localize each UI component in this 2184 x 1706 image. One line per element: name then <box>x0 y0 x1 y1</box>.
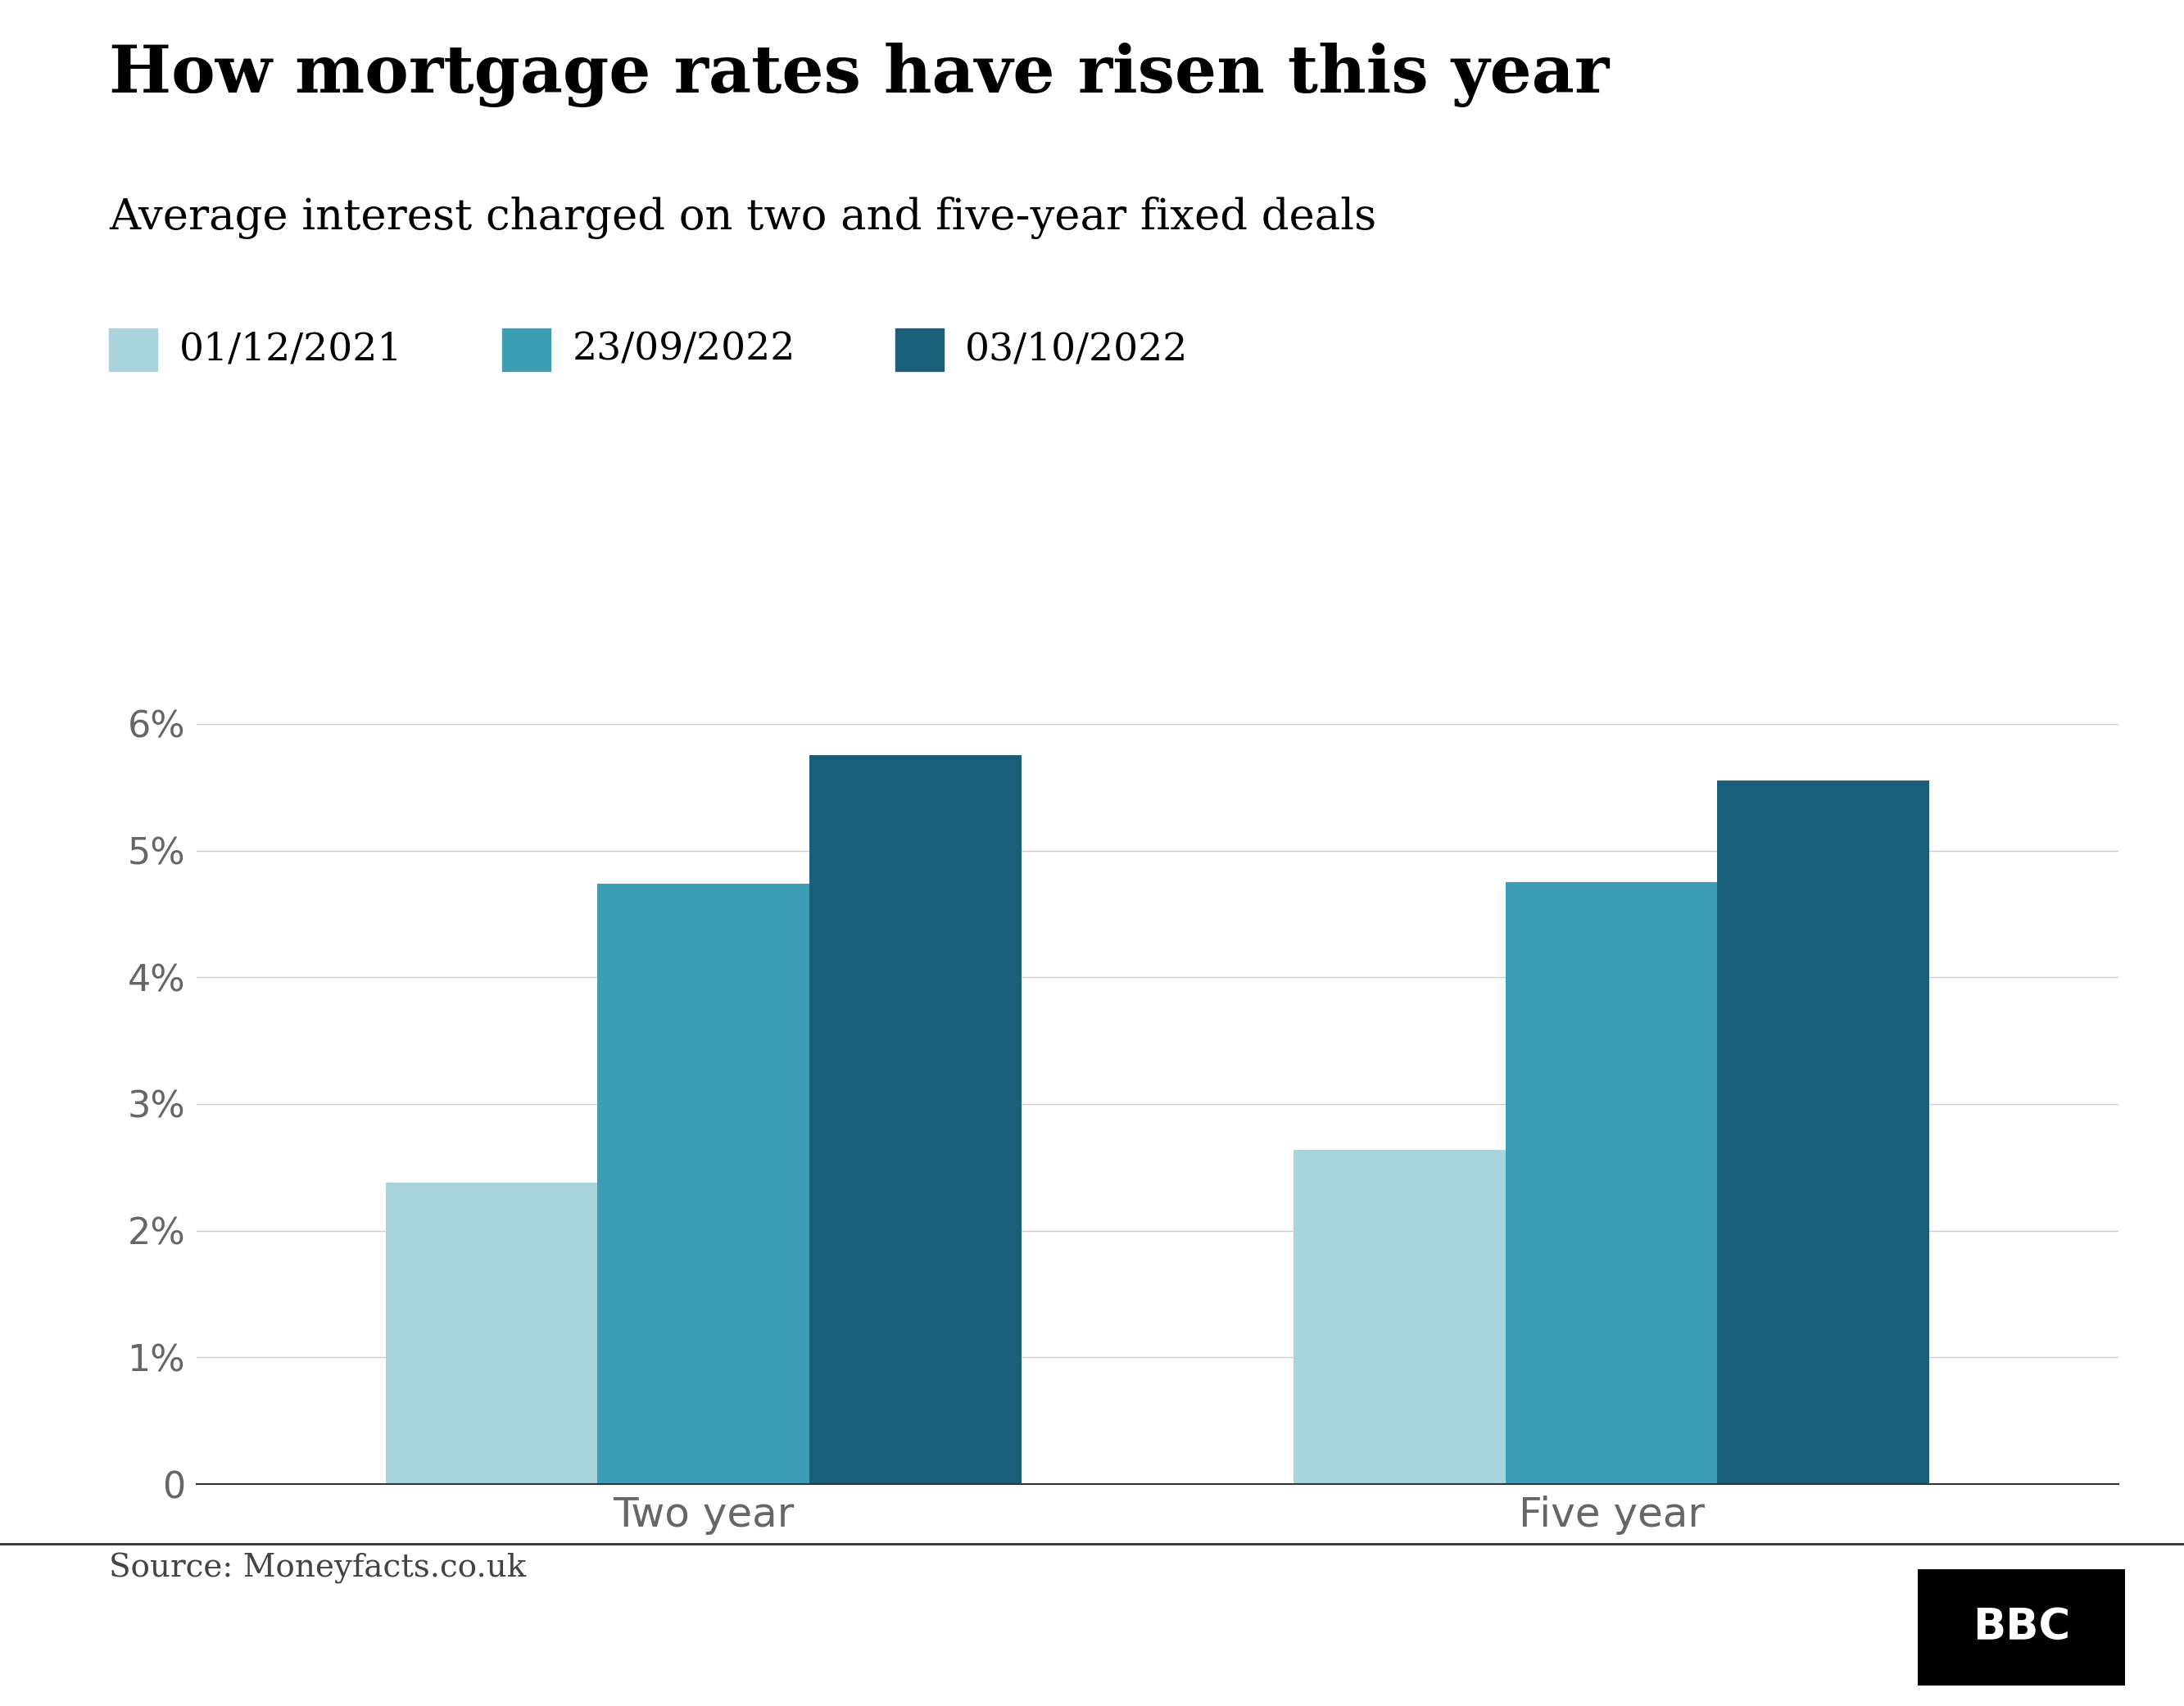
Bar <box>387 1182 598 1484</box>
Text: 23/09/2022: 23/09/2022 <box>572 331 795 368</box>
Text: 03/10/2022: 03/10/2022 <box>965 331 1188 368</box>
Bar <box>1505 882 1717 1484</box>
Bar <box>598 884 810 1484</box>
Text: How mortgage rates have risen this year: How mortgage rates have risen this year <box>109 43 1610 107</box>
Bar <box>810 756 1022 1484</box>
Text: 01/12/2021: 01/12/2021 <box>179 331 402 368</box>
Text: Average interest charged on two and five-year fixed deals: Average interest charged on two and five… <box>109 196 1376 239</box>
Text: Source: Moneyfacts.co.uk: Source: Moneyfacts.co.uk <box>109 1552 526 1583</box>
Bar <box>1293 1150 1505 1484</box>
Bar <box>1717 781 1928 1484</box>
Text: BBC: BBC <box>1972 1607 2070 1648</box>
